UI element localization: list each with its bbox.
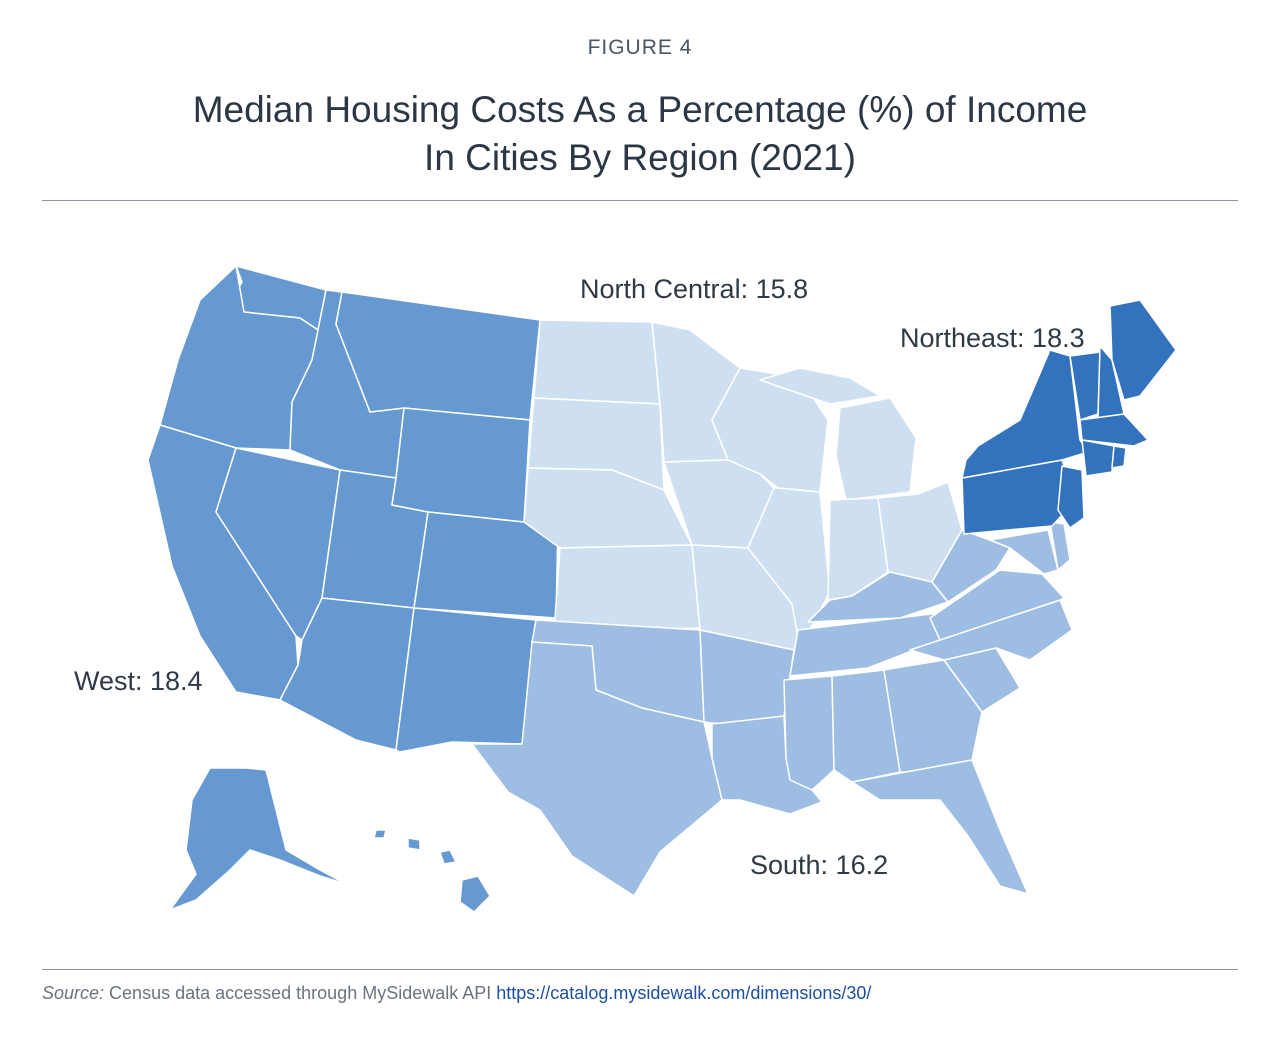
state-tennessee bbox=[789, 611, 949, 677]
state-rhode-island bbox=[1111, 445, 1127, 469]
label-northeast: Northeast: 18.3 bbox=[900, 323, 1085, 353]
region-south bbox=[471, 521, 1073, 897]
bottom-divider bbox=[42, 969, 1238, 970]
title-line-2: In Cities By Region (2021) bbox=[424, 137, 856, 178]
state-connecticut bbox=[1081, 439, 1115, 477]
source-link[interactable]: https://catalog.mysidewalk.com/dimension… bbox=[496, 983, 872, 1003]
state-north-carolina bbox=[909, 599, 1073, 661]
state-new-york bbox=[961, 349, 1089, 479]
state-alaska bbox=[169, 767, 347, 911]
state-new-jersey bbox=[1057, 465, 1085, 529]
state-illinois bbox=[747, 487, 831, 649]
state-maine bbox=[1109, 299, 1177, 401]
label-north-central: North Central: 15.8 bbox=[580, 274, 809, 304]
state-wyoming bbox=[391, 407, 531, 523]
figure-label: FIGURE 4 bbox=[587, 36, 693, 59]
state-maryland bbox=[989, 529, 1059, 575]
state-massachusetts bbox=[1079, 413, 1149, 447]
state-michigan-up bbox=[759, 367, 881, 405]
state-colorado bbox=[413, 511, 559, 619]
hawaii-island-2 bbox=[439, 849, 457, 865]
state-new-mexico bbox=[395, 607, 537, 753]
state-michigan bbox=[835, 397, 917, 501]
state-north-dakota bbox=[533, 319, 661, 405]
state-kentucky bbox=[807, 571, 949, 623]
source-note: Source: Census data accessed through MyS… bbox=[42, 983, 871, 1004]
state-nebraska bbox=[523, 467, 693, 549]
chart-title: Median Housing Costs As a Percentage (%)… bbox=[0, 86, 1280, 182]
label-west: West: 18.4 bbox=[74, 666, 203, 696]
title-line-1: Median Housing Costs As a Percentage (%)… bbox=[192, 89, 1088, 130]
state-hawaii bbox=[459, 875, 491, 913]
state-virginia bbox=[929, 569, 1065, 641]
region-north-central bbox=[523, 319, 963, 651]
region-northeast bbox=[961, 299, 1177, 535]
state-delaware bbox=[1049, 521, 1071, 571]
region-west bbox=[147, 265, 559, 913]
hawaii-island-3 bbox=[407, 837, 421, 851]
state-montana bbox=[335, 291, 541, 421]
state-mississippi bbox=[783, 675, 835, 791]
source-text: Census data accessed through MySidewalk … bbox=[104, 983, 497, 1003]
hawaii-island-4 bbox=[373, 829, 387, 839]
state-florida bbox=[851, 759, 1029, 895]
state-kansas bbox=[553, 544, 701, 633]
state-texas bbox=[471, 641, 723, 897]
source-prefix: Source: bbox=[42, 983, 105, 1003]
label-south: South: 16.2 bbox=[750, 850, 889, 880]
top-divider bbox=[42, 200, 1238, 201]
